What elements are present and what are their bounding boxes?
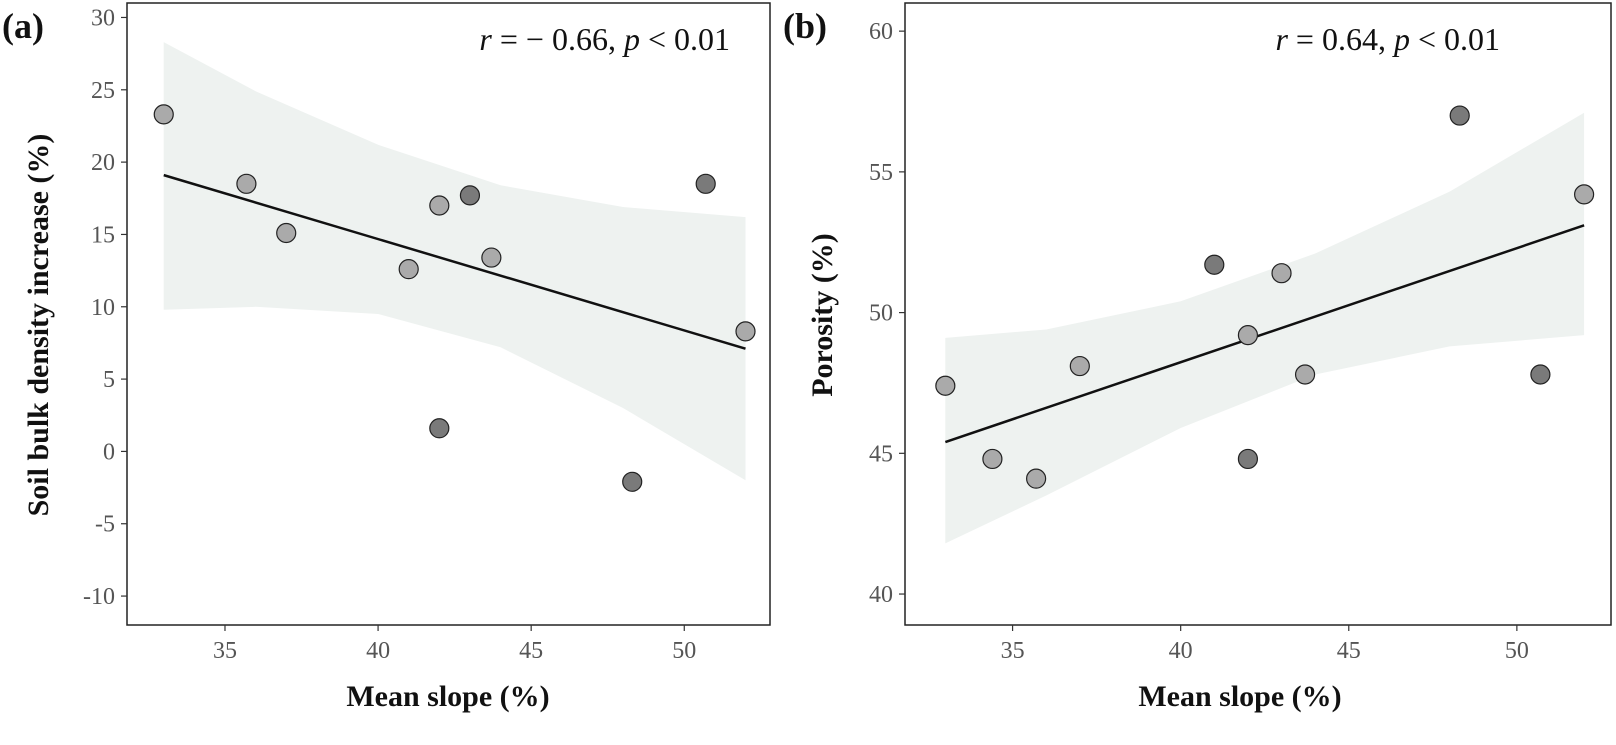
panel-a-point-1 bbox=[153, 104, 174, 125]
panel-a-annotation: r = − 0.66, p < 0.01 bbox=[479, 21, 730, 57]
panel-a-y-tick-label: -5 bbox=[95, 512, 115, 538]
panel-a-y-tick-label: 20 bbox=[91, 150, 115, 176]
panel-b-point-2 bbox=[982, 448, 1003, 470]
panel-a-regression-line bbox=[163, 173, 746, 350]
panel-b-y-tick-label: 50 bbox=[869, 301, 893, 327]
panel-b-x-tick-label: 45 bbox=[1337, 638, 1361, 664]
panel-b-x-tick-label: 35 bbox=[1001, 638, 1025, 664]
panel-a-y-tick-label: 0 bbox=[103, 439, 115, 465]
panel-a-y-axis-title: Soil bulk density increase (%) bbox=[22, 134, 55, 517]
panel-a-point-10 bbox=[695, 173, 716, 194]
panel-b-fit-line-layer bbox=[944, 224, 1585, 444]
panel-a-annotation-r: r bbox=[479, 21, 492, 57]
panel-b-y-tick-label: 55 bbox=[869, 160, 893, 186]
panel-a-point-8 bbox=[481, 247, 502, 268]
panel-a-y-tick-label: -10 bbox=[83, 584, 115, 610]
panel-b-point-8 bbox=[1271, 263, 1292, 284]
panel-b-x-tick-label: 50 bbox=[1505, 638, 1529, 664]
panel-a-plot-frame bbox=[126, 2, 771, 626]
panel-b-x-axis-title: Mean slope (%) bbox=[1138, 680, 1341, 713]
panel-b-annotation-p-value: < 0.01 bbox=[1410, 21, 1500, 57]
panel-b-y-ticks: 40 45 50 55 60 bbox=[869, 19, 905, 608]
panel-b-point-4 bbox=[1069, 355, 1090, 377]
panel-b-point-5 bbox=[1204, 254, 1225, 275]
panel-a-y-tick-label: 30 bbox=[91, 5, 115, 31]
panel-b-y-tick-label: 45 bbox=[869, 441, 893, 467]
panel-a-point-4 bbox=[398, 259, 419, 280]
panel-a-points-layer bbox=[153, 104, 756, 492]
panel-a-point-2 bbox=[236, 173, 257, 194]
panel-b-regression-line bbox=[944, 224, 1585, 444]
panel-b-annotation-r-value: = 0.64, bbox=[1288, 21, 1394, 57]
panel-a-point-5 bbox=[429, 195, 450, 216]
panel-b-point-7 bbox=[1237, 448, 1259, 470]
panel-a-point-11 bbox=[735, 321, 756, 342]
panel-b-annotation-r: r bbox=[1275, 21, 1288, 57]
panel-b-points-layer bbox=[935, 105, 1595, 489]
panel-a-annotation-p: p bbox=[622, 21, 640, 57]
panel-b-confidence-band bbox=[945, 112, 1585, 544]
panel-a-y-tick-label: 15 bbox=[91, 222, 115, 248]
panel-b-point-3 bbox=[1026, 468, 1047, 489]
panel-b-x-ticks: 35 40 45 50 bbox=[1001, 625, 1529, 664]
panel-b-x-tick-label: 40 bbox=[1169, 638, 1193, 664]
panel-b-plot-frame bbox=[904, 2, 1612, 626]
panel-a-annotation-p-value: < 0.01 bbox=[640, 21, 730, 57]
panel-a-x-tick-label: 40 bbox=[366, 638, 390, 664]
panel-b-point-10 bbox=[1449, 105, 1470, 126]
panel-a-x-ticks: 35 40 45 50 bbox=[213, 625, 696, 664]
panel-b-point-11 bbox=[1530, 364, 1551, 385]
panel-a-point-7 bbox=[459, 185, 481, 206]
panel-a-fit-line-layer bbox=[163, 173, 746, 350]
panel-b: (b) 40 45 50 55 60 35 40 45 50 r = 0.64, p < 0.… bbox=[783, 2, 1612, 713]
panel-a-point-9 bbox=[622, 471, 643, 492]
panel-a-x-tick-label: 50 bbox=[672, 638, 696, 664]
panel-b-point-9 bbox=[1294, 364, 1316, 385]
panel-b-annotation-p: p bbox=[1392, 21, 1410, 57]
panel-b-y-axis-title: Porosity (%) bbox=[806, 233, 839, 397]
panel-b-annotation: r = 0.64, p < 0.01 bbox=[1275, 21, 1500, 57]
panel-b-point-6 bbox=[1237, 325, 1259, 346]
panel-b-ci-band-layer bbox=[945, 112, 1585, 544]
panel-b-label: (b) bbox=[783, 6, 827, 46]
panel-a-point-6 bbox=[429, 418, 450, 439]
panel-a-point-3 bbox=[276, 222, 297, 244]
panel-a-y-ticks: -10 -5 0 5 10 15 20 25 30 bbox=[83, 5, 127, 610]
panel-a-x-tick-label: 45 bbox=[519, 638, 543, 664]
panel-a-x-axis-title: Mean slope (%) bbox=[346, 680, 549, 713]
panel-a-y-tick-label: 10 bbox=[91, 295, 115, 321]
panel-a-y-tick-label: 5 bbox=[103, 367, 115, 393]
panel-b-point-1 bbox=[935, 375, 956, 396]
panel-a-label: (a) bbox=[2, 6, 44, 46]
panel-b-y-tick-label: 60 bbox=[869, 19, 893, 45]
panel-a: (a) -10 -5 0 5 10 15 20 25 30 35 40 45 50 r = − 0.6… bbox=[2, 2, 771, 713]
panel-b-point-12 bbox=[1574, 184, 1595, 205]
panel-a-x-tick-label: 35 bbox=[213, 638, 237, 664]
panel-b-y-tick-label: 40 bbox=[869, 582, 893, 608]
panel-a-y-tick-label: 25 bbox=[91, 78, 115, 104]
panel-a-annotation-r-value: = − 0.66, bbox=[492, 21, 624, 57]
